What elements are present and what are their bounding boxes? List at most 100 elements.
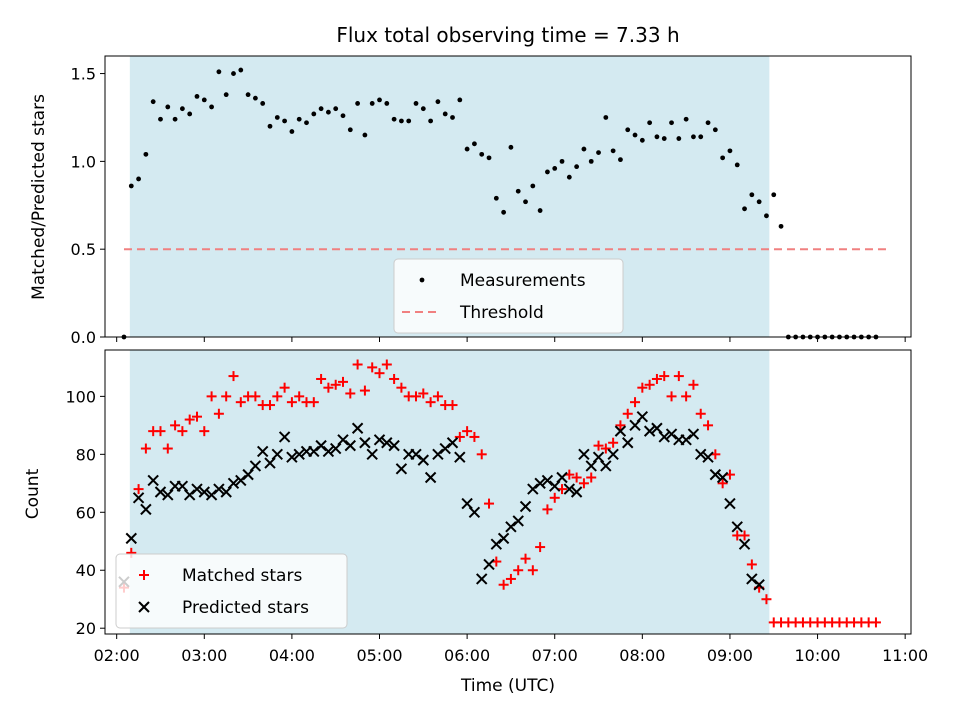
measurement-point	[669, 120, 674, 126]
y-tick-label: 20	[76, 619, 96, 638]
predicted-star-point	[534, 477, 546, 490]
x-stroke	[140, 503, 152, 516]
x-stroke	[147, 474, 159, 487]
measurement-point	[712, 127, 718, 133]
predicted-star-point	[147, 474, 159, 487]
measurement-point	[654, 134, 660, 140]
measurement-point	[128, 183, 134, 189]
matched-star-point	[666, 391, 677, 402]
predicted-star-point	[432, 448, 444, 461]
matched-star-point	[330, 379, 341, 390]
measurement-point	[136, 176, 141, 182]
x-stroke	[724, 497, 736, 510]
predicted-star-point	[381, 437, 393, 449]
y-axis-label-top: Matched/Predicted stars	[29, 94, 49, 300]
matched-star-point	[549, 492, 560, 503]
x-stroke	[476, 573, 488, 585]
predicted-star-point	[753, 579, 765, 591]
measurement-point	[442, 111, 448, 117]
y-tick-label: 80	[76, 445, 96, 464]
matched-star-point	[432, 391, 443, 402]
measurement-point	[764, 213, 769, 219]
x-stroke	[570, 486, 583, 498]
measurement-point	[435, 99, 441, 105]
x-stroke	[366, 448, 378, 461]
x-stroke	[534, 477, 546, 490]
predicted-star-point	[454, 451, 466, 463]
matched-star-point	[870, 617, 881, 628]
x-stroke	[417, 454, 430, 466]
y-tick-label: 0.0	[71, 328, 96, 347]
matched-star-point	[476, 449, 487, 460]
x-stroke	[592, 451, 605, 463]
measurement-point	[318, 106, 324, 112]
measurement-point	[574, 164, 580, 170]
predicted-star-point	[607, 448, 619, 461]
x-stroke	[315, 439, 327, 452]
matched-star-point	[272, 391, 283, 402]
x-stroke	[198, 486, 210, 498]
predicted-star-point	[505, 521, 517, 533]
predicted-star-point	[198, 486, 210, 498]
measurement-point	[179, 106, 185, 112]
matched-star-point	[695, 408, 706, 419]
predicted-star-point	[490, 538, 503, 550]
measurement-point	[734, 162, 740, 168]
y-tick-label: 60	[76, 503, 96, 522]
predicted-star-point	[293, 448, 305, 461]
measurement-point	[216, 69, 222, 75]
predicted-star-point	[636, 410, 649, 423]
x-stroke	[665, 428, 678, 440]
predicted-star-point	[271, 448, 284, 461]
measurement-point	[377, 97, 382, 103]
x-stroke	[359, 437, 371, 449]
measurement-point	[172, 116, 178, 122]
x-stroke	[680, 434, 692, 446]
predicted-star-point	[373, 434, 386, 446]
x-tick-label: 05:00	[356, 646, 402, 665]
x-stroke	[746, 573, 758, 585]
matched-star-point	[462, 426, 473, 437]
matched-star-point	[389, 373, 400, 384]
matched-star-point	[651, 373, 662, 384]
x-stroke	[622, 437, 634, 449]
measurement-point	[486, 155, 492, 161]
x-tick-label: 07:00	[532, 646, 578, 665]
measurement-point	[479, 151, 485, 157]
matched-star-point	[184, 414, 195, 425]
x-stroke	[410, 448, 422, 461]
predicted-star-point	[256, 445, 269, 458]
predicted-star-point	[578, 448, 590, 461]
x-stroke	[256, 445, 269, 458]
matched-star-point	[644, 379, 655, 390]
matched-star-point	[761, 594, 772, 605]
predicted-star-point	[388, 439, 400, 452]
measurement-point	[187, 111, 193, 117]
predicted-star-point	[183, 489, 196, 501]
measurement-point	[304, 120, 309, 126]
x-stroke	[286, 451, 298, 463]
predicted-star-point	[527, 483, 539, 495]
measurement-point	[260, 101, 266, 106]
predicted-star-point	[235, 474, 247, 487]
measurement-point	[610, 148, 616, 154]
measurement-point	[464, 146, 470, 152]
predicted-star-point	[497, 532, 510, 545]
legend-box	[115, 553, 348, 629]
matched-star-point	[637, 382, 648, 393]
measurement-point	[252, 95, 258, 101]
measurement-point	[150, 99, 156, 105]
x-stroke	[271, 448, 284, 461]
matched-star-point	[250, 391, 261, 402]
measurement-point	[581, 146, 587, 152]
measurement-point	[625, 127, 631, 133]
measurement-point	[347, 127, 353, 133]
measurement-point	[296, 116, 302, 122]
predicted-star-point	[308, 445, 320, 458]
predicted-star-point	[424, 471, 437, 484]
measurement-point	[406, 118, 412, 124]
predicted-star-point	[483, 558, 495, 571]
measurement-point	[326, 109, 331, 115]
measurement-point	[698, 134, 704, 140]
x-tick-label: 03:00	[181, 646, 227, 665]
